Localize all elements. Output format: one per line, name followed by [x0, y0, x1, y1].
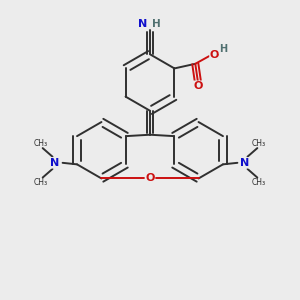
Text: N: N: [50, 158, 60, 168]
Text: CH₃: CH₃: [34, 139, 48, 148]
Text: H: H: [219, 44, 227, 54]
Text: N: N: [138, 19, 147, 29]
Text: O: O: [210, 50, 219, 60]
Text: CH₃: CH₃: [252, 178, 266, 187]
Text: CH₃: CH₃: [252, 139, 266, 148]
Text: O: O: [194, 81, 203, 91]
Text: N: N: [240, 158, 250, 168]
Text: CH₃: CH₃: [34, 178, 48, 187]
Text: O: O: [145, 173, 155, 184]
Text: H: H: [152, 19, 161, 28]
